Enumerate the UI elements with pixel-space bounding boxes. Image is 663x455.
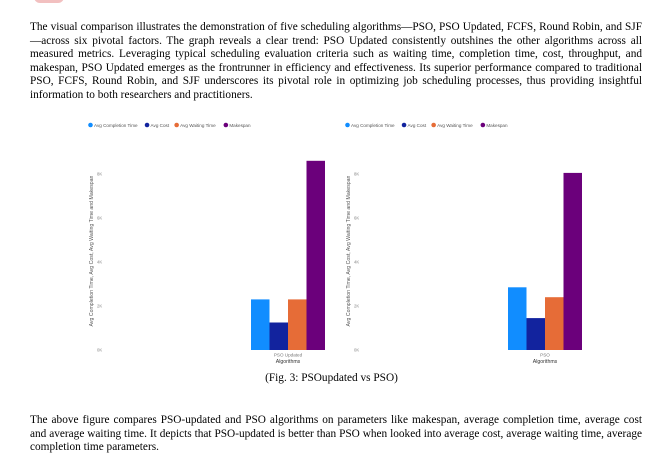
y-tick-label: 0K	[354, 348, 359, 353]
figure-caption: (Fig. 3: PSOupdated vs PSO)	[265, 372, 398, 384]
y-tick-label: 8K	[97, 172, 102, 177]
legend-marker	[223, 122, 229, 128]
legend-marker	[480, 122, 486, 128]
y-tick-label: 4K	[354, 260, 359, 265]
legend-label: Avg Cost	[408, 123, 427, 128]
x-axis-label: Algorithms	[276, 359, 301, 365]
legend-marker	[144, 122, 150, 128]
legend-marker	[401, 122, 407, 128]
y-tick-label: 0K	[97, 348, 102, 353]
y-tick-label: 6K	[354, 216, 359, 221]
bar	[251, 299, 270, 350]
y-tick-label: 2K	[354, 304, 359, 309]
legend-label: Avg Completion Time	[94, 123, 138, 128]
y-tick-label: 6K	[97, 216, 102, 221]
y-axis-label: Avg Completion Time, Avg Cost, Avg Waiti…	[346, 175, 352, 326]
legend-marker	[88, 122, 93, 128]
chart-pso: Avg Completion Time Avg Cost Avg Waiting T…	[345, 118, 590, 373]
chart-pso-updated: Avg Completion Time Avg Cost Avg Waiting T…	[88, 118, 333, 373]
chart-svg-pso-updated: Avg Completion Time Avg Cost Avg Waiting T…	[88, 122, 325, 365]
intro-paragraph: The visual comparison illustrates the de…	[30, 21, 642, 101]
legend-marker	[174, 122, 179, 128]
legend-marker	[345, 122, 350, 128]
bar	[269, 322, 288, 350]
y-tick-label: 2K	[97, 304, 102, 309]
legend-label: Avg Cost	[151, 123, 170, 128]
legend-label: Avg Waiting Time	[437, 123, 473, 128]
bar	[288, 299, 307, 350]
bar	[545, 297, 564, 350]
legend-label: Avg Completion Time	[351, 123, 395, 128]
bar	[508, 287, 527, 350]
bar	[563, 172, 582, 350]
chart-svg-pso: Avg Completion Time Avg Cost Avg Waiting T…	[345, 122, 582, 365]
bar	[526, 318, 545, 350]
legend-label: Avg Waiting Time	[180, 123, 216, 128]
bar	[306, 160, 325, 350]
y-tick-label: 8K	[354, 172, 359, 177]
x-axis-label: Algorithms	[533, 359, 558, 365]
y-tick-label: 4K	[97, 260, 102, 265]
x-tick-label: PSO	[540, 353, 550, 358]
y-axis-label: Avg Completion Time, Avg Cost, Avg Waiti…	[89, 175, 95, 326]
page-header-decoration	[34, 0, 64, 3]
x-tick-label: PSO Updated	[274, 353, 303, 358]
discussion-paragraph: The above figure compares PSO-updated an…	[30, 414, 642, 454]
legend-label: Makespan	[229, 123, 251, 128]
legend-marker	[431, 122, 436, 128]
legend-label: Makespan	[486, 123, 508, 128]
